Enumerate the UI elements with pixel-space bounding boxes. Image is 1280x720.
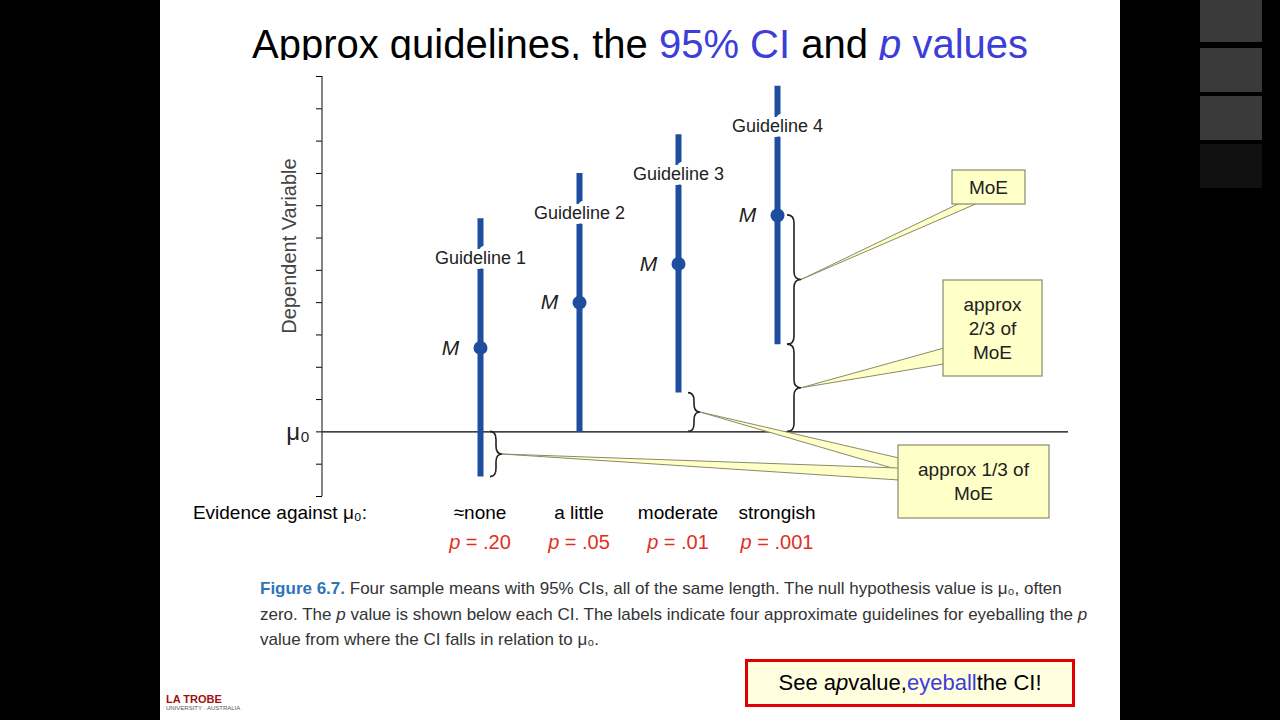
- svg-text:Guideline 2: Guideline 2: [534, 203, 625, 223]
- svg-text:p = .05: p = .05: [547, 531, 610, 553]
- svg-text:approx 1/3 of: approx 1/3 of: [918, 459, 1030, 480]
- svg-text:Guideline 4: Guideline 4: [732, 116, 823, 136]
- svg-text:p = .001: p = .001: [740, 531, 814, 553]
- svg-text:a little: a little: [554, 502, 604, 523]
- svg-text:M: M: [442, 336, 460, 359]
- html-text:UNIVERSITY · AUSTRALIA: UNIVERSITY · AUSTRALIA: [166, 705, 241, 711]
- html-text:Figure 6.7. Four sample means: Figure 6.7. Four sample means with 95% C…: [260, 579, 1088, 624]
- html-text:value from where the CI falls: value from where the CI falls in relatio…: [260, 630, 600, 649]
- svg-text:M: M: [739, 203, 757, 226]
- html-text:LA TROBE: LA TROBE: [166, 693, 222, 705]
- svg-text:p = .20: p = .20: [448, 531, 511, 553]
- svg-text:2/3 of: 2/3 of: [969, 318, 1017, 339]
- svg-text:p = .01: p = .01: [646, 531, 709, 553]
- svg-text:Guideline 3: Guideline 3: [633, 164, 724, 184]
- svg-text:MoE: MoE: [969, 177, 1008, 198]
- svg-text:moderate: moderate: [638, 502, 718, 523]
- svg-text:strongish: strongish: [738, 502, 815, 523]
- svg-text:M: M: [541, 290, 559, 313]
- svg-text:μ₀: μ₀: [286, 418, 310, 445]
- svg-text:MoE: MoE: [954, 483, 993, 504]
- svg-text:Evidence against μ₀:: Evidence against μ₀:: [193, 502, 367, 523]
- svg-text:M: M: [640, 252, 658, 275]
- svg-text:approx: approx: [963, 294, 1022, 315]
- svg-text:MoE: MoE: [973, 342, 1012, 363]
- svg-text:Guideline 1: Guideline 1: [435, 248, 526, 268]
- html-text:Approx guidelines, the 95% CI: Approx guidelines, the 95% CI and p valu…: [252, 22, 1028, 66]
- svg-text:Dependent Variable: Dependent Variable: [278, 158, 300, 333]
- html-text:See a p value, eyeball the CI!: See a p value, eyeball the CI!: [778, 670, 1042, 695]
- svg-text:≈none: ≈none: [454, 502, 507, 523]
